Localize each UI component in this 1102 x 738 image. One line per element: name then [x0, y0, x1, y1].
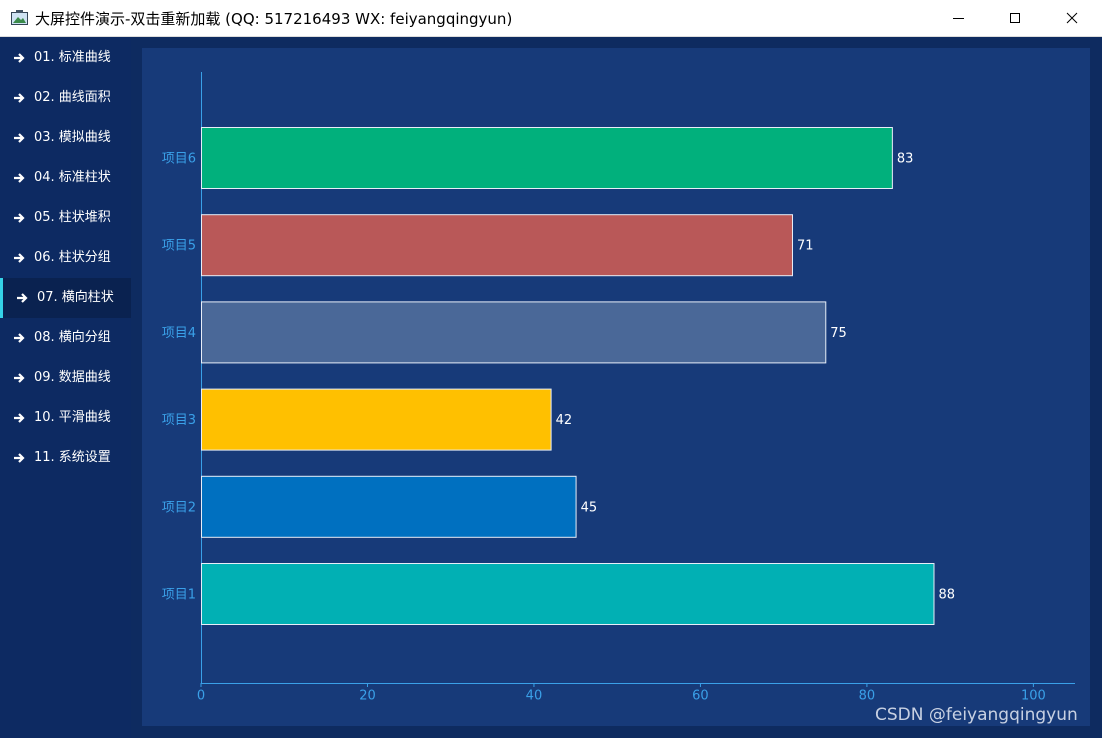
chart: 0 20 40 60 80 100 项目1 88 项目2 45 项目3 42 项目4 75 项目5 71 项目6… — [162, 72, 1075, 704]
x-tick-label: 100 — [1021, 689, 1046, 704]
menu-item[interactable]: 03. 模拟曲线 — [0, 118, 131, 158]
menu-item[interactable]: 09. 数据曲线 — [0, 358, 131, 398]
window-title: 大屏控件演示-双击重新加载 (QQ: 517216493 WX: feiyang… — [35, 10, 513, 28]
menu-item[interactable]: 05. 柱状堆积 — [0, 198, 131, 238]
value-label: 45 — [581, 500, 598, 515]
menu-label[interactable]: 06. 柱状分组 — [34, 250, 111, 265]
close-button[interactable] — [1066, 12, 1078, 24]
watermark: CSDN @feiyangqingyun — [875, 705, 1078, 725]
title-bar: 大屏控件演示-双击重新加载 (QQ: 517216493 WX: feiyang… — [0, 0, 1102, 37]
y-tick-label: 项目4 — [162, 326, 196, 341]
arrow-icon — [14, 453, 25, 463]
chart-panel: 0 20 40 60 80 100 项目1 88 项目2 45 项目3 42 项目4 75 项目5 71 项目6… — [142, 48, 1090, 726]
app-icon — [11, 10, 28, 25]
arrow-icon — [14, 53, 25, 63]
menu-label[interactable]: 10. 平滑曲线 — [34, 410, 111, 425]
value-label: 71 — [797, 239, 814, 254]
bar — [201, 127, 893, 189]
y-tick-label: 项目3 — [162, 413, 196, 428]
x-tick-label: 60 — [692, 689, 709, 704]
menu-item[interactable]: 06. 柱状分组 — [0, 238, 131, 278]
menu-label[interactable]: 03. 模拟曲线 — [34, 130, 111, 145]
arrow-icon — [17, 293, 28, 303]
arrow-icon — [14, 333, 25, 343]
bar — [201, 475, 577, 538]
menu-label[interactable]: 11. 系统设置 — [34, 450, 111, 465]
menu-label[interactable]: 04. 标准柱状 — [34, 170, 111, 185]
x-tick-label: 20 — [359, 689, 376, 704]
bar — [201, 214, 793, 277]
menu-item[interactable]: 10. 平滑曲线 — [0, 398, 131, 438]
arrow-icon — [14, 253, 25, 263]
menu-item[interactable]: 07. 横向柱状 — [0, 278, 131, 318]
bar — [201, 388, 552, 451]
arrow-icon — [14, 133, 25, 143]
y-tick-label: 项目6 — [162, 152, 196, 167]
y-tick-label: 项目5 — [162, 239, 196, 254]
menu-item[interactable]: 04. 标准柱状 — [0, 158, 131, 198]
arrow-icon — [14, 373, 25, 383]
value-label: 42 — [556, 413, 573, 428]
arrow-icon — [14, 213, 25, 223]
menu-item[interactable]: 02. 曲线面积 — [0, 78, 131, 118]
value-label: 88 — [938, 588, 955, 603]
value-label: 75 — [830, 326, 847, 341]
menu-label[interactable]: 02. 曲线面积 — [34, 90, 111, 105]
bar — [201, 563, 935, 625]
menu-item[interactable]: 08. 横向分组 — [0, 318, 131, 358]
arrow-icon — [14, 93, 25, 103]
menu-label[interactable]: 07. 横向柱状 — [37, 290, 114, 305]
menu-item[interactable]: 11. 系统设置 — [0, 438, 131, 478]
menu-label[interactable]: 05. 柱状堆积 — [34, 210, 111, 225]
value-label: 83 — [897, 152, 914, 167]
sidebar: 01. 标准曲线 02. 曲线面积 03. 模拟曲线 04. 标准柱状 05. 柱状堆积… — [0, 37, 131, 738]
y-tick-label: 项目2 — [162, 500, 196, 515]
window-controls[interactable] — [940, 0, 1102, 37]
menu-label[interactable]: 08. 横向分组 — [34, 330, 111, 345]
bar — [201, 301, 827, 364]
y-tick-label: 项目1 — [162, 588, 196, 603]
arrow-icon — [14, 173, 25, 183]
maximize-button[interactable] — [1010, 13, 1020, 23]
menu-label[interactable]: 01. 标准曲线 — [34, 50, 111, 65]
arrow-icon — [14, 413, 25, 423]
x-tick-label: 0 — [197, 689, 205, 704]
x-tick-label: 40 — [526, 689, 543, 704]
menu-item[interactable]: 01. 标准曲线 — [0, 38, 131, 78]
menu-label[interactable]: 09. 数据曲线 — [34, 370, 111, 385]
x-tick-label: 80 — [859, 689, 876, 704]
